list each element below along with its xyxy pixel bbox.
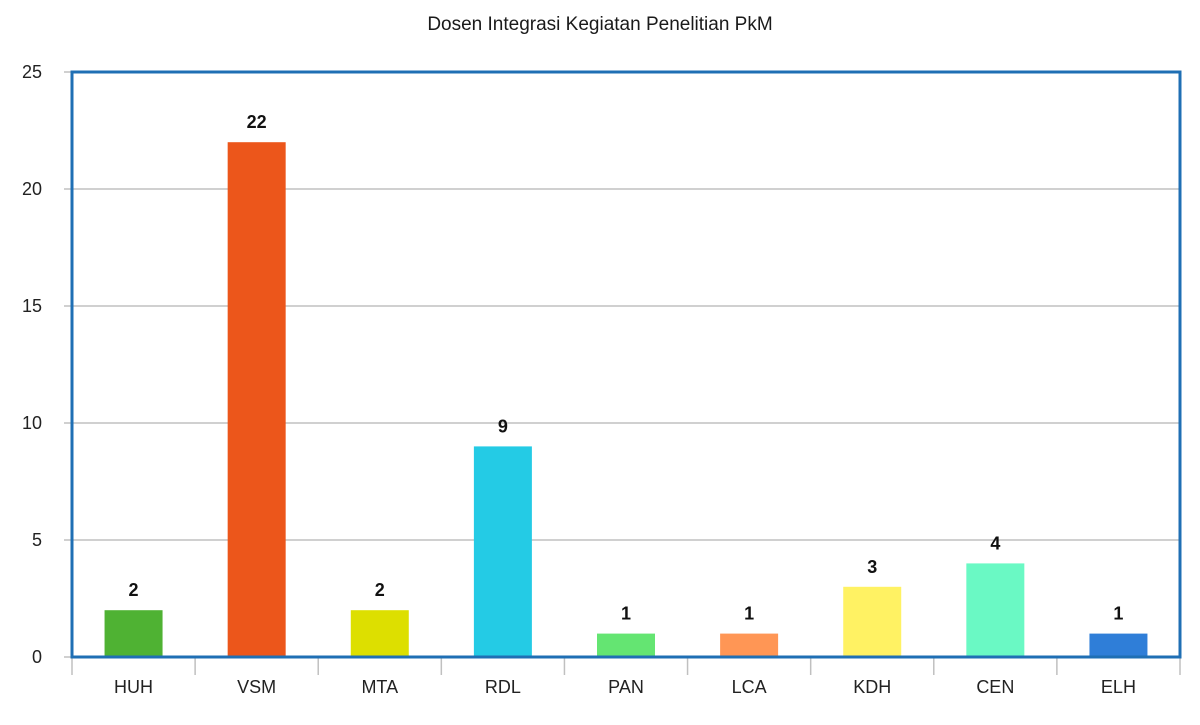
y-tick-label: 0 — [32, 647, 42, 667]
x-tick-label-huh: HUH — [114, 677, 153, 697]
y-tick-label: 25 — [22, 62, 42, 82]
y-tick-label: 5 — [32, 530, 42, 550]
data-label-rdl: 9 — [498, 416, 508, 436]
y-tick-label: 15 — [22, 296, 42, 316]
data-label-elh: 1 — [1113, 604, 1123, 624]
x-tick-label-pan: PAN — [608, 677, 644, 697]
chart-title: Dosen Integrasi Kegiatan Penelitian PkM — [427, 14, 773, 35]
x-tick-label-lca: LCA — [732, 677, 767, 697]
plot-border — [70, 70, 1182, 659]
x-tick-label-mta: MTA — [361, 677, 398, 697]
bar-vsm — [227, 142, 286, 657]
x-tick-label-kdh: KDH — [853, 677, 891, 697]
bar-pan — [597, 633, 655, 657]
x-tick-label-elh: ELH — [1101, 677, 1136, 697]
bar-lca — [720, 633, 779, 657]
y-tick-label: 20 — [22, 179, 42, 199]
data-label-mta: 2 — [375, 580, 385, 600]
bar-rdl — [473, 446, 532, 657]
x-tick-label-vsm: VSM — [237, 677, 276, 697]
data-label-lca: 1 — [744, 604, 754, 624]
bar-cen — [966, 563, 1025, 657]
bar-huh — [104, 610, 163, 657]
data-label-huh: 2 — [129, 580, 139, 600]
y-tick-label: 10 — [22, 413, 42, 433]
x-tick-label-cen: CEN — [976, 677, 1014, 697]
bar-mta — [350, 610, 409, 657]
data-label-kdh: 3 — [867, 557, 877, 577]
data-label-vsm: 22 — [247, 112, 267, 132]
bar-kdh — [843, 586, 902, 657]
bar-elh — [1089, 633, 1148, 657]
data-label-cen: 4 — [990, 533, 1000, 553]
x-tick-label-rdl: RDL — [485, 677, 521, 697]
data-label-pan: 1 — [621, 604, 631, 624]
